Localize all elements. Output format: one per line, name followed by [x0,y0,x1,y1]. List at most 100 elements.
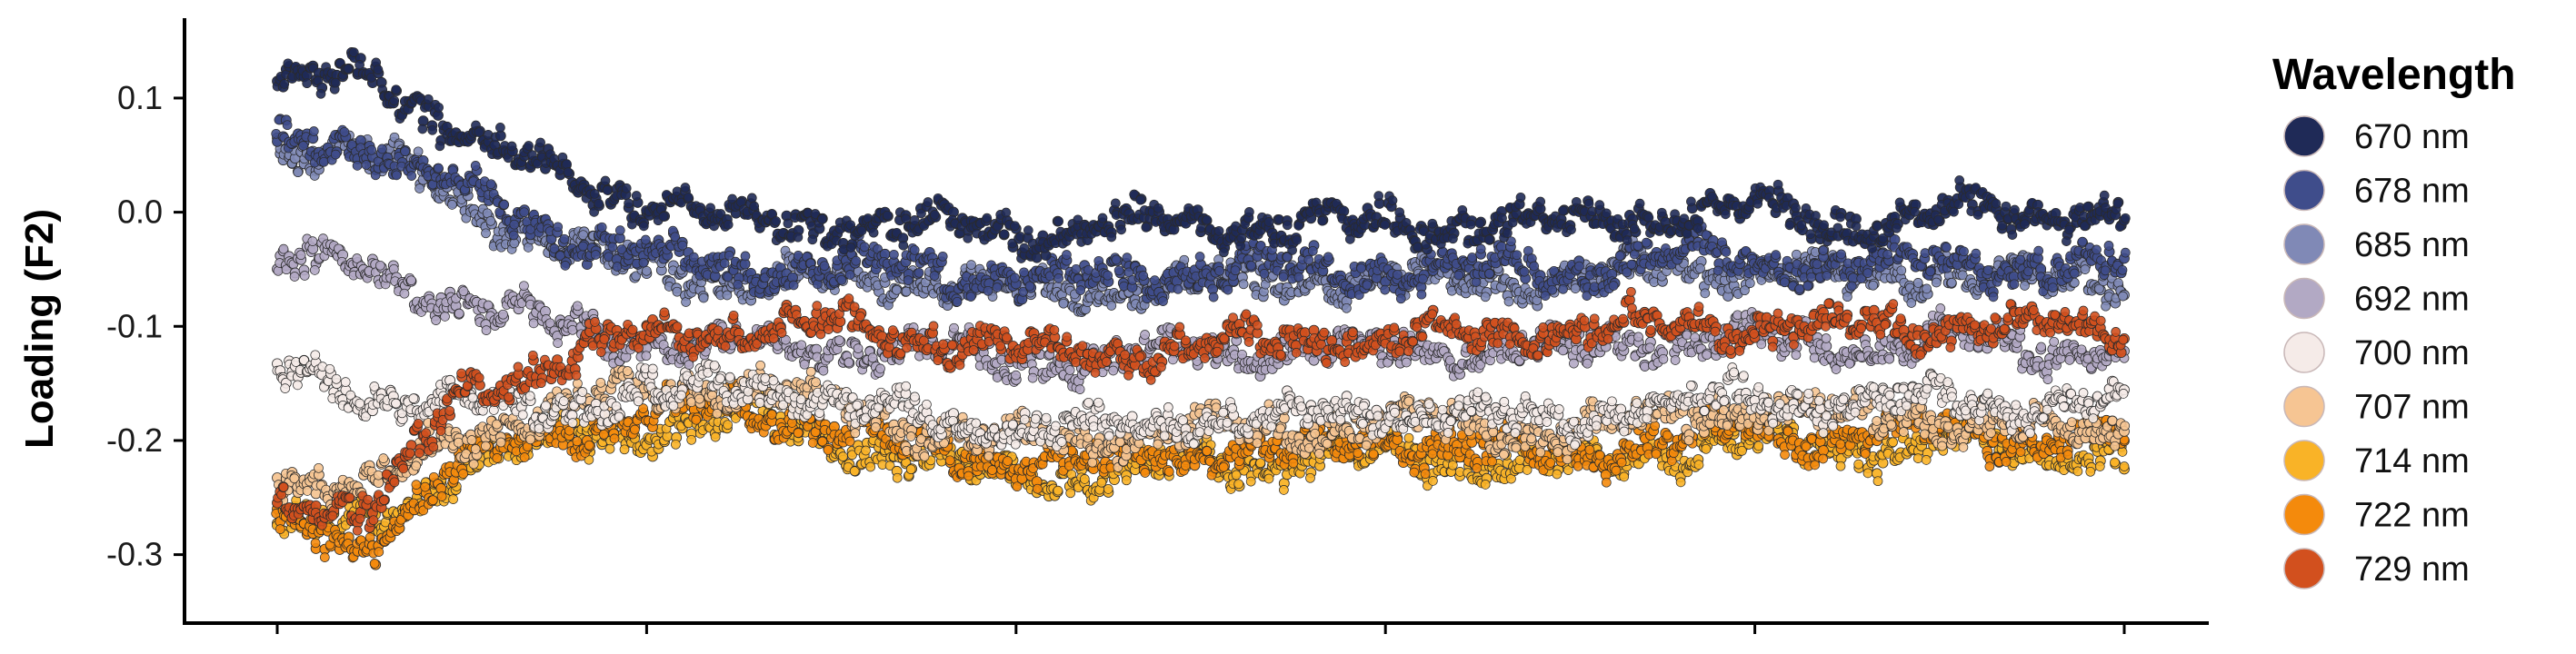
data-point [1662,431,1672,440]
data-point [1115,438,1124,447]
data-point [1103,484,1113,493]
data-point [1482,392,1491,401]
data-point [1179,416,1188,425]
data-point [1153,440,1163,449]
data-point [2095,462,2104,471]
data-point [2119,389,2128,398]
data-point [838,452,847,461]
data-point [1702,444,1711,453]
data-point [1543,418,1552,427]
data-point [906,432,915,441]
data-point [409,394,418,403]
data-point [1219,462,1228,471]
data-point [412,481,421,490]
data-point [1913,454,1922,463]
data-point [1489,428,1498,437]
data-point [1836,440,1845,449]
data-point [725,372,734,382]
data-point [534,424,544,433]
data-point [605,444,614,453]
data-point [489,406,498,415]
data-point [2067,418,2076,427]
data-point [1986,429,1995,438]
data-point [1632,399,1642,408]
data-point [1438,405,1447,414]
data-point [1228,403,1237,412]
data-point [542,401,551,411]
data-point [711,432,720,441]
data-point [437,492,446,501]
data-point [715,374,724,383]
data-point [1861,450,1870,459]
data-point [2063,451,2072,460]
data-point [1020,415,1029,424]
data-point [1592,421,1601,431]
data-point [902,382,911,391]
data-point [584,441,594,450]
data-point [862,446,871,455]
data-point [1410,468,1419,477]
data-point [1985,462,1994,471]
data-point [1571,441,1580,450]
data-point [1829,421,1838,431]
data-point [2002,457,2011,466]
data-point [648,364,657,373]
data-point [687,435,696,444]
data-point [761,373,770,382]
data-point [1053,486,1063,495]
data-point [311,539,320,548]
data-point [1546,458,1555,467]
data-point [1527,434,1536,443]
data-point [459,470,468,479]
data-point [1276,424,1285,433]
data-point [520,453,529,462]
data-point [392,399,401,408]
data-point [906,465,915,474]
data-point [767,410,776,419]
data-point [315,463,324,472]
data-point [1667,456,1676,465]
data-point [1602,478,1611,487]
data-point [1722,421,1732,430]
data-point [1804,389,1813,398]
data-point [2016,448,2025,457]
data-point [1617,458,1626,467]
data-point [1051,421,1060,431]
data-point [1899,428,1908,437]
data-point [1246,477,1255,486]
data-point [610,434,619,443]
data-point [1088,458,1097,467]
data-point [493,453,502,462]
data-point [692,415,701,424]
data-point [1851,408,1860,417]
data-point [1264,474,1273,483]
data-point [496,438,505,447]
data-point [623,367,632,376]
data-point [1612,466,1621,475]
data-point [471,444,480,453]
data-point [2026,429,2035,438]
data-point [2079,389,2088,398]
data-point [355,399,364,408]
data-point [454,438,463,447]
plot-area [272,47,2131,570]
data-point [1189,440,1198,449]
data-point [1869,383,1878,392]
data-point [1943,421,1952,431]
data-point [1488,457,1497,466]
data-point [1267,422,1276,431]
data-point [1922,455,1931,464]
data-point [596,378,605,387]
data-point [1700,406,1709,415]
data-point [1443,428,1453,437]
data-point [812,378,821,387]
data-point [1160,431,1169,441]
data-point [669,401,678,411]
data-point [671,440,680,449]
data-point [1083,433,1093,442]
data-point [2121,421,2130,431]
data-point [1391,408,1400,417]
data-point [972,419,981,428]
data-point [1011,440,1020,449]
